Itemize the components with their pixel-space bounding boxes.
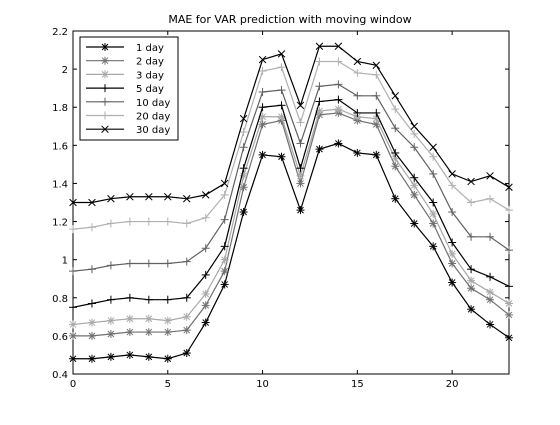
data-point: [410, 219, 418, 227]
y-tick-label: 0.8: [52, 294, 68, 305]
data-point: [296, 172, 304, 180]
x-tick-label: 5: [165, 379, 171, 390]
data-point: [145, 315, 153, 323]
data-point: [183, 313, 191, 321]
data-point: [372, 151, 380, 159]
data-point: [101, 43, 109, 51]
data-point: [145, 353, 153, 361]
y-tick-label: 1.8: [52, 103, 68, 114]
data-point: [353, 149, 361, 157]
legend: 1 day 2 day 3 day 5 day 10 day 20 day 30 day: [80, 37, 178, 140]
y-tick-label: 0.6: [52, 332, 68, 343]
data-point: [88, 355, 96, 363]
legend-label: 10 day: [136, 98, 170, 109]
data-point: [107, 330, 115, 338]
data-point: [296, 206, 304, 214]
data-point: [202, 290, 210, 298]
data-point: [315, 145, 323, 153]
data-point: [88, 319, 96, 327]
data-point: [69, 332, 77, 340]
data-point: [221, 267, 229, 275]
x-tick-label: 10: [256, 379, 269, 390]
data-point: [164, 355, 172, 363]
data-point: [69, 355, 77, 363]
data-point: [429, 210, 437, 218]
data-point: [69, 320, 77, 328]
y-tick-label: 2: [62, 65, 68, 76]
data-point: [221, 256, 229, 264]
data-point: [467, 284, 475, 292]
data-point: [410, 191, 418, 199]
data-point: [334, 139, 342, 147]
data-point: [278, 153, 286, 161]
data-point: [202, 301, 210, 309]
x-tick-label: 15: [351, 379, 364, 390]
data-point: [486, 320, 494, 328]
y-tick-label: 1: [62, 256, 68, 267]
x-tick-label: 0: [70, 379, 76, 390]
data-point: [202, 319, 210, 327]
y-tick-label: 1.6: [52, 141, 68, 152]
y-tick-label: 1.4: [52, 179, 68, 190]
legend-label: 3 day: [136, 70, 164, 81]
data-point: [126, 351, 134, 359]
data-point: [88, 332, 96, 340]
legend-label: 2 day: [136, 57, 164, 68]
data-point: [107, 353, 115, 361]
data-point: [145, 328, 153, 336]
data-point: [505, 299, 513, 307]
data-point: [101, 57, 109, 65]
legend-label: 30 day: [136, 125, 170, 136]
data-point: [448, 259, 456, 267]
y-tick-label: 2.2: [52, 27, 68, 38]
legend-label: 20 day: [136, 112, 170, 123]
data-point: [410, 181, 418, 189]
data-point: [164, 328, 172, 336]
data-point: [486, 296, 494, 304]
y-tick-label: 1.2: [52, 218, 68, 229]
data-point: [505, 334, 513, 342]
data-point: [505, 311, 513, 319]
data-point: [259, 151, 267, 159]
data-point: [296, 179, 304, 187]
data-point: [107, 317, 115, 325]
data-point: [448, 279, 456, 287]
data-point: [221, 280, 229, 288]
data-point: [467, 277, 475, 285]
data-point: [448, 250, 456, 258]
legend-label: 5 day: [136, 84, 164, 95]
data-point: [391, 195, 399, 203]
data-point: [164, 317, 172, 325]
data-point: [183, 326, 191, 334]
data-point: [467, 305, 475, 313]
data-point: [101, 70, 109, 78]
legend-label: 1 day: [136, 43, 164, 54]
x-tick-label: 20: [446, 379, 459, 390]
data-point: [183, 349, 191, 357]
data-point: [126, 328, 134, 336]
data-point: [126, 315, 134, 323]
chart-title: MAE for VAR prediction with moving windo…: [168, 13, 411, 26]
data-point: [334, 105, 342, 113]
y-tick-label: 0.4: [52, 370, 68, 381]
data-point: [429, 242, 437, 250]
data-point: [240, 208, 248, 216]
data-point: [486, 288, 494, 296]
